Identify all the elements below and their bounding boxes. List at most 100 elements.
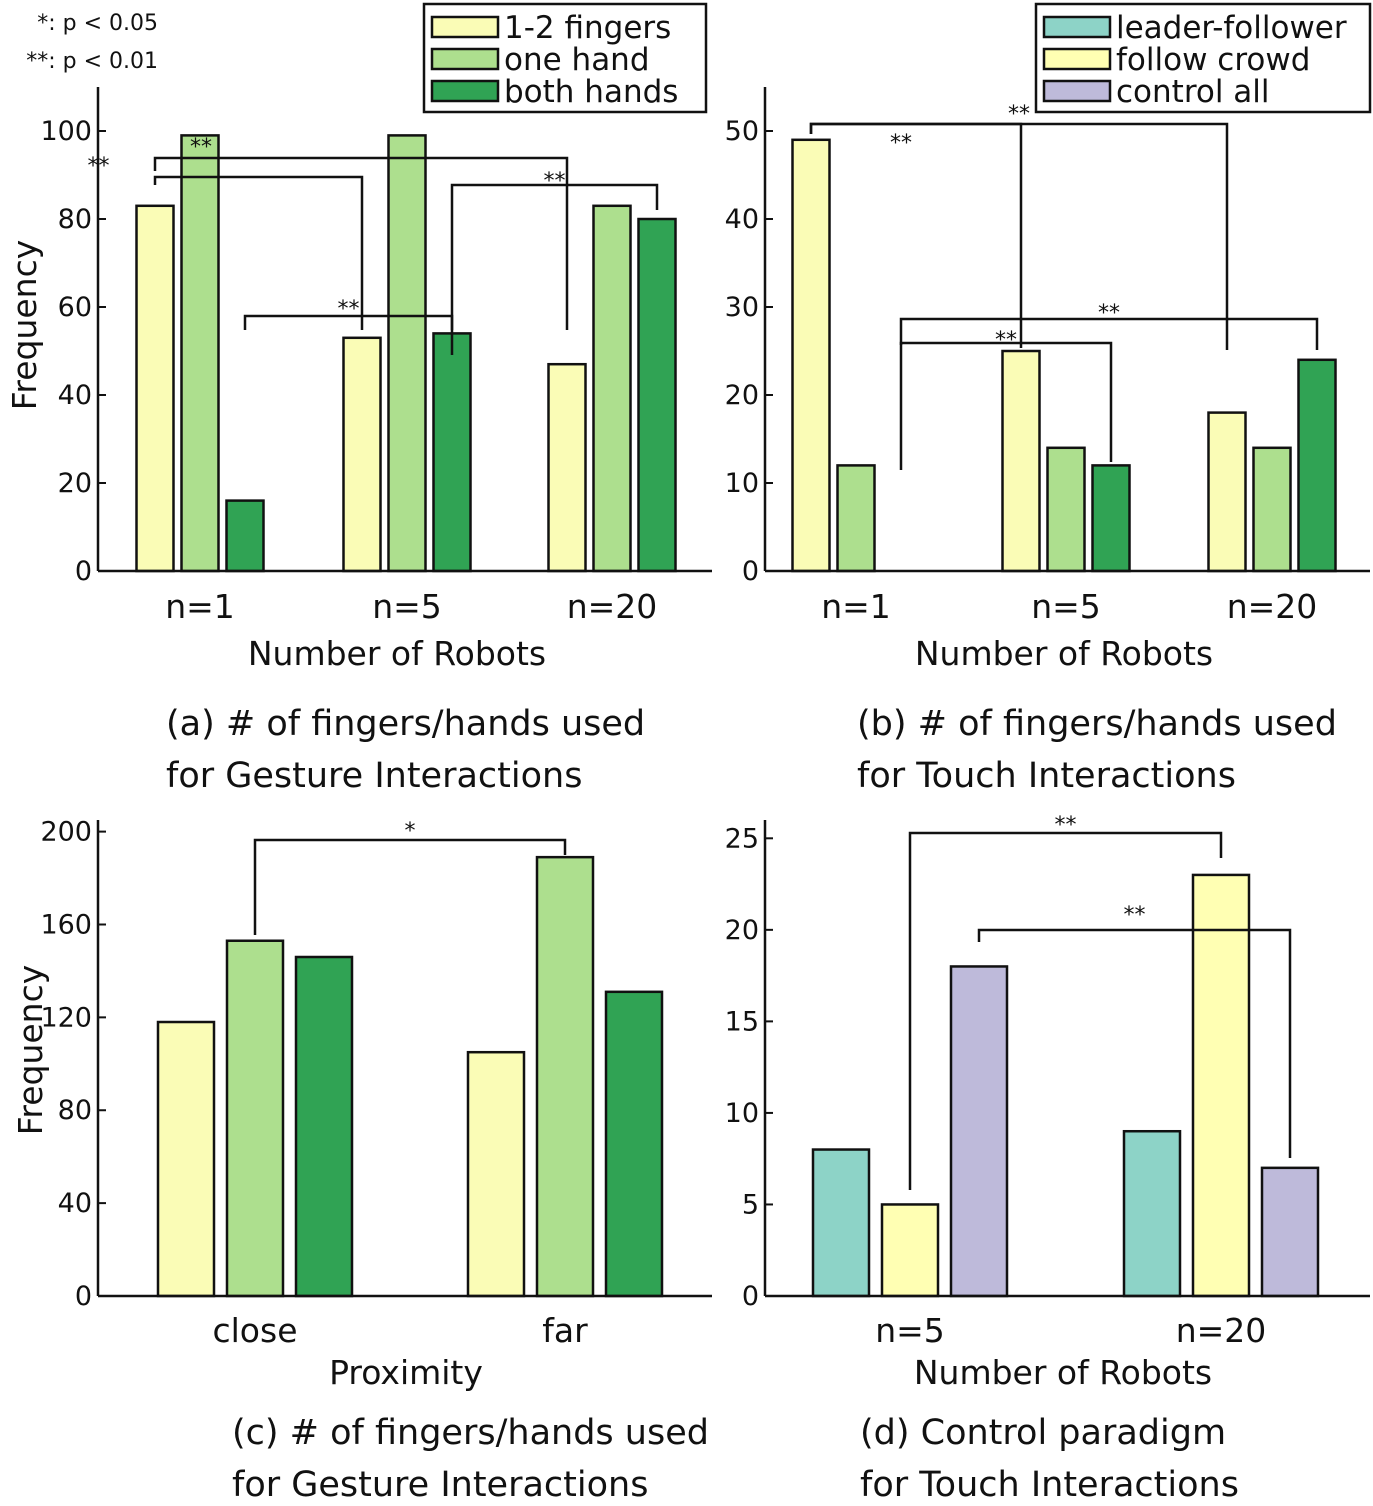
legend-swatch xyxy=(430,47,500,71)
y-tick-label: 40 xyxy=(725,204,759,235)
bar-follow-crowd-n=5 xyxy=(880,1203,940,1298)
y-tick-label: 10 xyxy=(725,468,759,499)
x-tick-label: close xyxy=(213,1311,298,1350)
legend-label: one hand xyxy=(504,42,650,78)
y-tick-label: 5 xyxy=(742,1189,759,1220)
legend-label: control all xyxy=(1116,74,1270,110)
bar-one-hand-n=1 xyxy=(836,464,876,573)
bar-both-hands-n=20 xyxy=(637,217,677,573)
significance-label: ** xyxy=(1124,903,1146,928)
significance-label: ** xyxy=(338,297,360,322)
significance-bracket xyxy=(908,831,1223,1190)
bar-both-hands-n=20 xyxy=(1297,358,1337,573)
legend-swatch xyxy=(1042,79,1112,103)
significance-bracket xyxy=(153,156,569,330)
y-tick-label: 200 xyxy=(40,817,92,848)
significance-label: ** xyxy=(88,154,110,179)
y-tick-label: 0 xyxy=(742,1281,759,1312)
x-tick-label: n=5 xyxy=(1031,587,1101,626)
bar-1-2-fingers-n=1 xyxy=(135,204,175,573)
y-tick-label: 15 xyxy=(725,1006,759,1037)
x-tick-label: n=5 xyxy=(875,1311,945,1350)
y-tick-label: 50 xyxy=(725,116,759,147)
bar-both-hands-close xyxy=(294,955,354,1298)
y-tick-label: 20 xyxy=(725,915,759,946)
figure-caption-line: for Gesture Interactions xyxy=(166,756,582,796)
bar-one-hand-close xyxy=(225,939,285,1298)
figure-caption-line: for Gesture Interactions xyxy=(232,1465,648,1505)
figure-caption-line: (d) Control paradigm xyxy=(860,1413,1226,1453)
bar-one-hand-n=5 xyxy=(1046,446,1086,573)
y-tick-label: 0 xyxy=(75,556,92,587)
significance-label: ** xyxy=(1008,102,1030,127)
legend-swatch xyxy=(1042,47,1112,71)
x-axis-label: Number of Robots xyxy=(915,634,1213,673)
significance-label: * xyxy=(405,819,416,844)
bar-both-hands-n=5 xyxy=(1091,464,1131,573)
x-tick-label: far xyxy=(542,1311,588,1350)
x-tick-label: n=1 xyxy=(821,587,891,626)
legend-swatch xyxy=(430,79,500,103)
significance-bracket xyxy=(253,838,567,935)
bar-1-2-fingers-n=20 xyxy=(1207,411,1247,573)
legend-label: both hands xyxy=(504,74,678,110)
significance-bracket xyxy=(809,122,1229,350)
bar-one-hand-far xyxy=(535,855,595,1298)
y-axis-label: Frequency xyxy=(11,965,50,1135)
y-tick-label: 10 xyxy=(725,1098,759,1129)
bar-1-2-fingers-n=20 xyxy=(547,362,587,573)
significance-label: ** xyxy=(890,131,912,156)
y-tick-label: 120 xyxy=(40,1002,92,1033)
legend-label: follow crowd xyxy=(1116,42,1310,78)
x-tick-label: n=20 xyxy=(567,587,658,626)
significance-note: **: p < 0.01 xyxy=(26,49,158,74)
x-axis-label: Number of Robots xyxy=(248,634,546,673)
bar-1-2-fingers-n=1 xyxy=(791,138,831,573)
y-tick-label: 20 xyxy=(58,468,92,499)
bar-one-hand-n=20 xyxy=(1252,446,1292,573)
y-tick-label: 60 xyxy=(58,292,92,323)
significance-bracket xyxy=(899,317,1319,350)
y-axis-label: Frequency xyxy=(5,240,44,410)
bar-leader-follower-n=5 xyxy=(811,1148,871,1298)
y-tick-label: 0 xyxy=(75,1281,92,1312)
figure-caption-line: (c) # of fingers/hands used xyxy=(232,1413,709,1453)
bar-both-hands-n=5 xyxy=(432,332,472,573)
legend-label: leader-follower xyxy=(1116,10,1347,46)
y-tick-label: 40 xyxy=(58,380,92,411)
significance-label: ** xyxy=(1098,301,1120,326)
y-tick-label: 160 xyxy=(40,909,92,940)
significance-bracket xyxy=(977,928,1292,1158)
figure-caption-line: for Touch Interactions xyxy=(860,1465,1239,1505)
x-tick-label: n=5 xyxy=(372,587,442,626)
significance-note: *: p < 0.05 xyxy=(37,11,158,36)
bar-1-2-fingers-close xyxy=(156,1020,216,1298)
significance-bracket xyxy=(243,314,454,330)
x-tick-label: n=20 xyxy=(1227,587,1318,626)
y-tick-label: 30 xyxy=(725,292,759,323)
chart-panel-3: 0 40 80 120 160 200 close far Proximity Frequency… xyxy=(11,817,712,1505)
bar-1-2-fingers-n=5 xyxy=(342,336,382,573)
bar-control-all-n=20 xyxy=(1260,1166,1320,1298)
bar-both-hands-far xyxy=(604,990,664,1298)
y-tick-label: 40 xyxy=(58,1188,92,1219)
significance-bracket xyxy=(450,183,659,355)
chart-panel-2: 0 10 20 30 40 50 n=1 n=5 n=20 Number of Robots ** *… xyxy=(725,87,1370,796)
bar-control-all-n=5 xyxy=(949,965,1009,1298)
significance-label: ** xyxy=(995,328,1017,353)
significance-label: ** xyxy=(544,169,566,194)
bar-1-2-fingers-far xyxy=(466,1050,526,1298)
bar-one-hand-n=1 xyxy=(180,134,220,573)
y-tick-label: 25 xyxy=(725,823,759,854)
figure-caption-line: (a) # of fingers/hands used xyxy=(166,704,645,744)
x-axis-label: Number of Robots xyxy=(914,1353,1212,1392)
y-tick-label: 20 xyxy=(725,380,759,411)
x-tick-label: n=1 xyxy=(165,587,235,626)
y-tick-label: 0 xyxy=(742,556,759,587)
significance-bracket xyxy=(899,341,1113,470)
y-tick-label: 100 xyxy=(40,116,92,147)
